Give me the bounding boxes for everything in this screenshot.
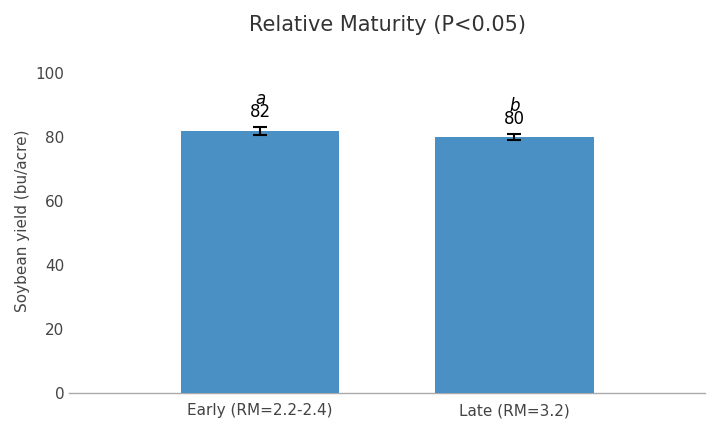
Y-axis label: Soybean yield (bu/acre): Soybean yield (bu/acre) <box>15 129 30 312</box>
Title: Relative Maturity (P<0.05): Relative Maturity (P<0.05) <box>248 15 526 35</box>
Text: 82: 82 <box>249 103 271 121</box>
Text: a: a <box>255 90 265 108</box>
Text: 80: 80 <box>504 110 525 128</box>
Bar <box>181 131 339 393</box>
Text: b: b <box>509 97 520 115</box>
Bar <box>435 137 594 393</box>
